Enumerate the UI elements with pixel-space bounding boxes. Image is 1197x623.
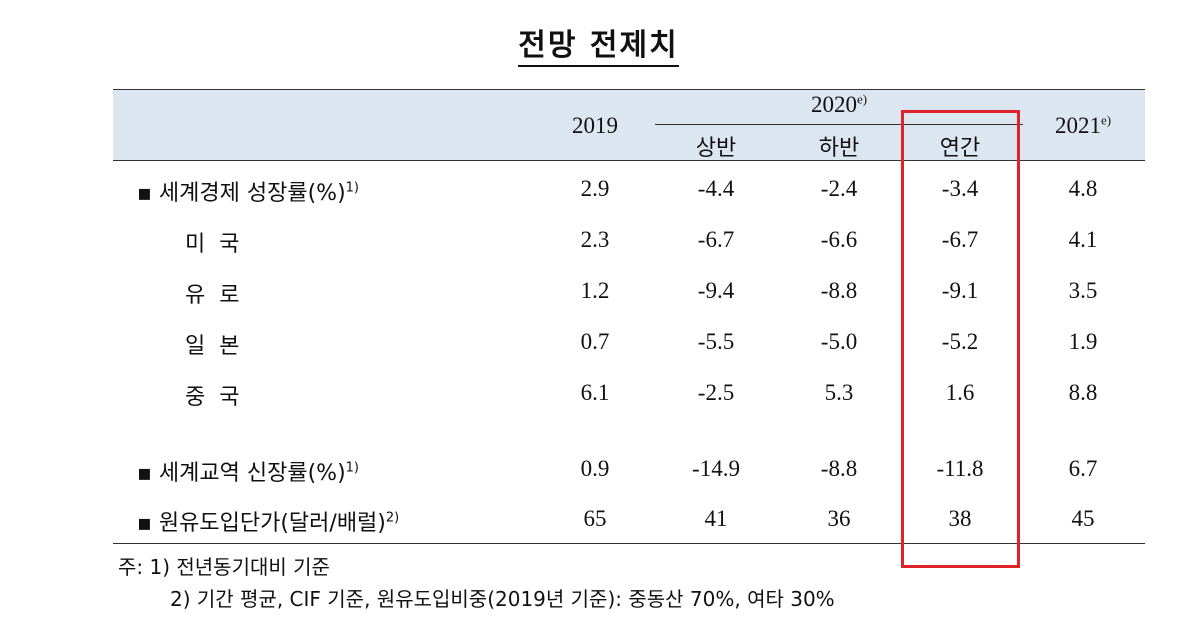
table-cell: 36 bbox=[827, 506, 851, 531]
table-top-rule bbox=[113, 89, 1145, 90]
footnote-1: 주: 1) 전년동기대비 기준 bbox=[118, 555, 330, 579]
header-2020: 2020e) bbox=[810, 91, 868, 117]
table-cell: -5.5 bbox=[697, 329, 735, 354]
table-cell: -9.4 bbox=[697, 278, 735, 303]
header-2021: 2021e) bbox=[1054, 112, 1112, 138]
row-label-japan: 일 본 bbox=[185, 334, 240, 359]
table-cell: -6.7 bbox=[697, 227, 735, 252]
table-header-rule bbox=[113, 160, 1145, 161]
header-2020-h1: 상반 bbox=[695, 136, 737, 161]
table-cell: 4.8 bbox=[1068, 176, 1098, 201]
year-span-rule bbox=[655, 124, 1023, 125]
table-cell: 1.9 bbox=[1068, 329, 1098, 354]
annual-column-highlight-box bbox=[901, 110, 1020, 568]
table-cell: 1.2 bbox=[580, 278, 610, 303]
table-cell: 41 bbox=[704, 506, 728, 531]
table-cell: 2.9 bbox=[580, 176, 610, 201]
table-cell: -5.0 bbox=[820, 329, 858, 354]
header-2019: 2019 bbox=[572, 113, 618, 138]
table-cell: 6.7 bbox=[1068, 456, 1098, 481]
table-cell: -6.7 bbox=[941, 227, 979, 252]
page-title: 전망 전제치 bbox=[0, 20, 1197, 67]
table-cell: -4.4 bbox=[697, 176, 735, 201]
table-cell: 0.9 bbox=[580, 456, 610, 481]
table-cell: 2.3 bbox=[580, 227, 610, 252]
table-cell: 1.6 bbox=[945, 380, 975, 405]
header-2020-annual: 연간 bbox=[939, 136, 981, 161]
table-bottom-rule bbox=[113, 543, 1145, 544]
table-cell: -6.6 bbox=[820, 227, 858, 252]
row-label-crude-oil: ▪ 원유도입단가(달러/배럴)2) bbox=[137, 510, 400, 536]
table-cell: -8.8 bbox=[820, 278, 858, 303]
table-cell: -11.8 bbox=[936, 456, 984, 481]
table-cell: 3.5 bbox=[1068, 278, 1098, 303]
table-cell: 8.8 bbox=[1068, 380, 1098, 405]
table-cell: 65 bbox=[583, 506, 607, 531]
table-cell: -2.4 bbox=[820, 176, 858, 201]
row-label-world-growth: ▪ 세계경제 성장률(%)1) bbox=[137, 180, 359, 206]
row-label-china: 중 국 bbox=[185, 385, 240, 410]
table-cell: -5.2 bbox=[941, 329, 979, 354]
table-cell: -3.4 bbox=[941, 176, 979, 201]
header-2020-h2: 하반 bbox=[818, 136, 860, 161]
footnote-2: 2) 기간 평균, CIF 기준, 원유도입비중(2019년 기준): 중동산 … bbox=[170, 587, 835, 611]
table-cell: 45 bbox=[1071, 506, 1095, 531]
row-label-us: 미 국 bbox=[185, 232, 240, 257]
row-label-euro: 유 로 bbox=[185, 283, 240, 308]
table-cell: -8.8 bbox=[820, 456, 858, 481]
table-cell: 6.1 bbox=[580, 380, 610, 405]
table-cell: -2.5 bbox=[697, 380, 735, 405]
table-cell: 0.7 bbox=[580, 329, 610, 354]
table-cell: -14.9 bbox=[692, 456, 740, 481]
table-cell: 4.1 bbox=[1068, 227, 1098, 252]
table-cell: -9.1 bbox=[941, 278, 979, 303]
row-label-world-trade: ▪ 세계교역 신장률(%)1) bbox=[137, 460, 359, 486]
table-cell: 38 bbox=[948, 506, 972, 531]
table-cell: 5.3 bbox=[824, 380, 854, 405]
